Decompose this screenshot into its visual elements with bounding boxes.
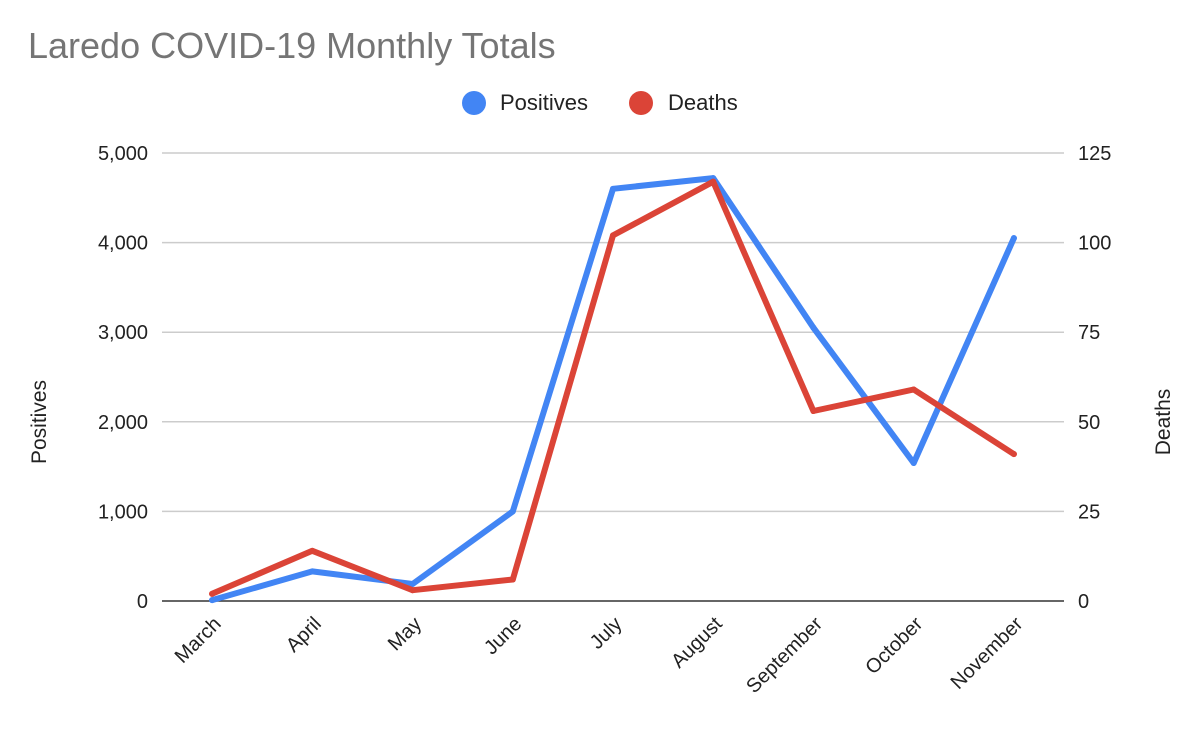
data-point-deaths bbox=[610, 232, 616, 239]
gridlines bbox=[162, 152, 1064, 602]
x-tick-label: June bbox=[480, 613, 526, 659]
data-point-deaths bbox=[1010, 451, 1017, 458]
x-tick-label: August bbox=[667, 613, 727, 673]
data-point-positives bbox=[309, 568, 316, 575]
x-axis-ticks: March April May June July August September Octo… bbox=[171, 613, 1028, 698]
right-tick-label: 0 bbox=[1078, 591, 1089, 613]
legend-label-positives: Positives bbox=[500, 90, 588, 115]
legend-swatch-deaths bbox=[629, 91, 653, 115]
x-tick-label: November bbox=[947, 613, 1028, 694]
data-point-deaths bbox=[309, 547, 316, 554]
left-tick-label: 2,000 bbox=[98, 412, 148, 434]
right-tick-label: 25 bbox=[1078, 501, 1100, 523]
data-point-deaths bbox=[409, 587, 416, 594]
chart-title: Laredo COVID-19 Monthly Totals bbox=[28, 25, 556, 66]
x-tick-label: April bbox=[282, 613, 326, 657]
right-tick-label: 50 bbox=[1078, 412, 1100, 434]
data-point-positives bbox=[810, 324, 817, 331]
legend: Positives Deaths bbox=[462, 90, 738, 115]
x-tick-label: May bbox=[384, 613, 426, 655]
series-line-deaths bbox=[209, 178, 1017, 597]
left-tick-label: 4,000 bbox=[98, 233, 148, 255]
right-tick-label: 100 bbox=[1078, 233, 1111, 255]
right-axis-ticks: 0 25 50 75 100 125 bbox=[1078, 143, 1111, 613]
legend-label-deaths: Deaths bbox=[668, 90, 738, 115]
left-tick-label: 3,000 bbox=[98, 322, 148, 344]
legend-swatch-positives bbox=[462, 91, 486, 115]
data-point-positives bbox=[209, 597, 216, 604]
x-tick-label: July bbox=[586, 613, 627, 654]
data-point-deaths bbox=[710, 178, 717, 185]
data-point-deaths bbox=[209, 590, 216, 597]
left-axis-title: Positives bbox=[28, 380, 51, 464]
data-point-positives bbox=[910, 460, 917, 467]
data-point-deaths bbox=[910, 386, 917, 393]
data-point-deaths bbox=[810, 408, 817, 415]
data-point-positives bbox=[509, 508, 516, 515]
data-point-positives bbox=[1010, 235, 1017, 242]
x-tick-label: October bbox=[861, 613, 927, 679]
right-tick-label: 75 bbox=[1078, 322, 1100, 344]
right-tick-label: 125 bbox=[1078, 143, 1111, 165]
x-tick-label: September bbox=[742, 613, 827, 698]
left-tick-label: 0 bbox=[137, 591, 148, 613]
left-tick-label: 1,000 bbox=[98, 501, 148, 523]
series-lines bbox=[209, 175, 1017, 604]
data-point-positives bbox=[409, 580, 416, 587]
right-axis-title: Deaths bbox=[1152, 389, 1175, 456]
data-point-positives bbox=[610, 185, 616, 192]
left-tick-label: 5,000 bbox=[98, 143, 148, 165]
data-point-deaths bbox=[509, 576, 516, 583]
left-axis-ticks: 0 1,000 2,000 3,000 4,000 5,000 bbox=[98, 143, 148, 613]
x-tick-label: March bbox=[171, 613, 226, 668]
